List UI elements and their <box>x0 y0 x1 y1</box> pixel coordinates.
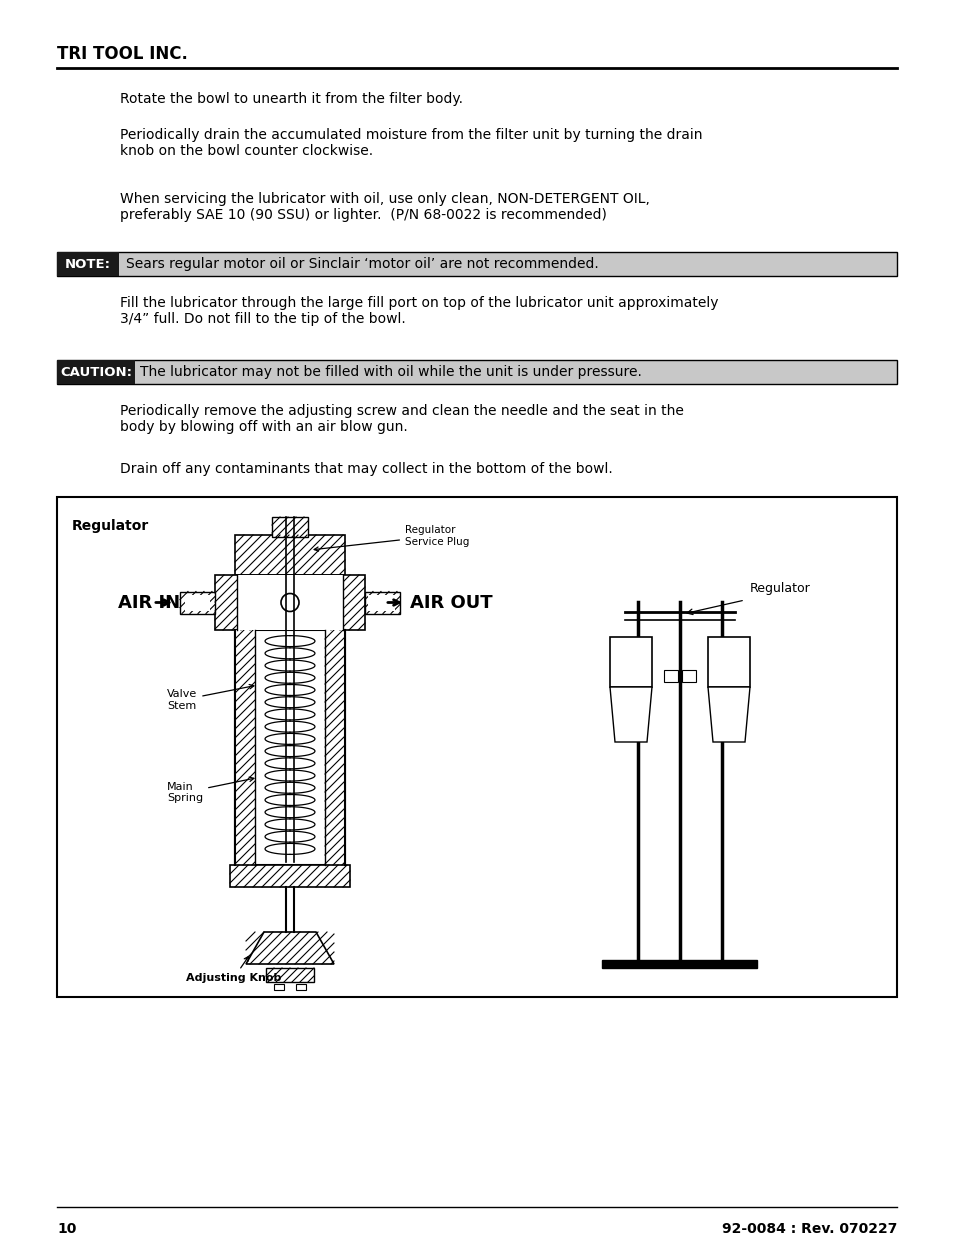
Text: Adjusting Knob: Adjusting Knob <box>186 956 281 983</box>
Bar <box>234 630 254 864</box>
Polygon shape <box>246 932 334 965</box>
Bar <box>236 576 343 630</box>
Bar <box>295 984 306 990</box>
Polygon shape <box>609 687 651 742</box>
Bar <box>214 576 365 630</box>
Bar <box>57 496 896 997</box>
Text: AIR IN: AIR IN <box>118 594 180 613</box>
Text: The lubricator may not be filled with oil while the unit is under pressure.: The lubricator may not be filled with oi… <box>140 366 641 379</box>
Bar <box>365 592 399 614</box>
Text: Fill the lubricator through the large fill port on top of the lubricator unit ap: Fill the lubricator through the large fi… <box>120 296 718 326</box>
Bar <box>57 359 135 384</box>
Bar <box>663 671 678 682</box>
Text: 10: 10 <box>57 1221 76 1235</box>
Polygon shape <box>707 687 749 742</box>
Bar <box>707 637 749 687</box>
Bar <box>57 252 119 275</box>
Bar <box>368 594 395 610</box>
Bar <box>230 864 350 887</box>
Text: CAUTION:: CAUTION: <box>60 366 132 378</box>
Text: Rotate the bowl to unearth it from the filter body.: Rotate the bowl to unearth it from the f… <box>120 91 462 106</box>
Text: When servicing the lubricator with oil, use only clean, NON-DETERGENT OIL,
prefe: When servicing the lubricator with oil, … <box>120 191 649 222</box>
Bar <box>57 252 896 275</box>
Text: NOTE:: NOTE: <box>65 258 111 270</box>
Circle shape <box>281 594 298 611</box>
Text: Valve
Stem: Valve Stem <box>167 684 253 711</box>
Text: Sears regular motor oil or Sinclair ‘motor oil’ are not recommended.: Sears regular motor oil or Sinclair ‘mot… <box>126 257 598 270</box>
Bar <box>266 968 314 982</box>
Bar <box>234 535 345 576</box>
Bar <box>234 630 254 864</box>
Bar <box>234 630 345 864</box>
Bar <box>57 359 896 384</box>
Bar <box>272 517 308 537</box>
Bar <box>180 592 214 614</box>
Text: Periodically remove the adjusting screw and clean the needle and the seat in the: Periodically remove the adjusting screw … <box>120 404 683 435</box>
Text: AIR OUT: AIR OUT <box>410 594 492 613</box>
Text: Regulator: Regulator <box>749 582 810 595</box>
Text: Main
Spring: Main Spring <box>167 777 253 803</box>
Text: TRI TOOL INC.: TRI TOOL INC. <box>57 44 188 63</box>
Text: Drain off any contaminants that may collect in the bottom of the bowl.: Drain off any contaminants that may coll… <box>120 462 612 475</box>
Bar <box>681 671 696 682</box>
Text: Regulator
Service Plug: Regulator Service Plug <box>314 525 469 551</box>
Text: Regulator: Regulator <box>71 519 149 534</box>
Bar <box>609 637 651 687</box>
Text: Periodically drain the accumulated moisture from the filter unit by turning the : Periodically drain the accumulated moist… <box>120 128 701 158</box>
Text: 92-0084 : Rev. 070227: 92-0084 : Rev. 070227 <box>720 1221 896 1235</box>
Bar <box>325 630 345 864</box>
Bar <box>185 594 210 610</box>
Bar <box>274 984 284 990</box>
Bar <box>602 960 757 968</box>
